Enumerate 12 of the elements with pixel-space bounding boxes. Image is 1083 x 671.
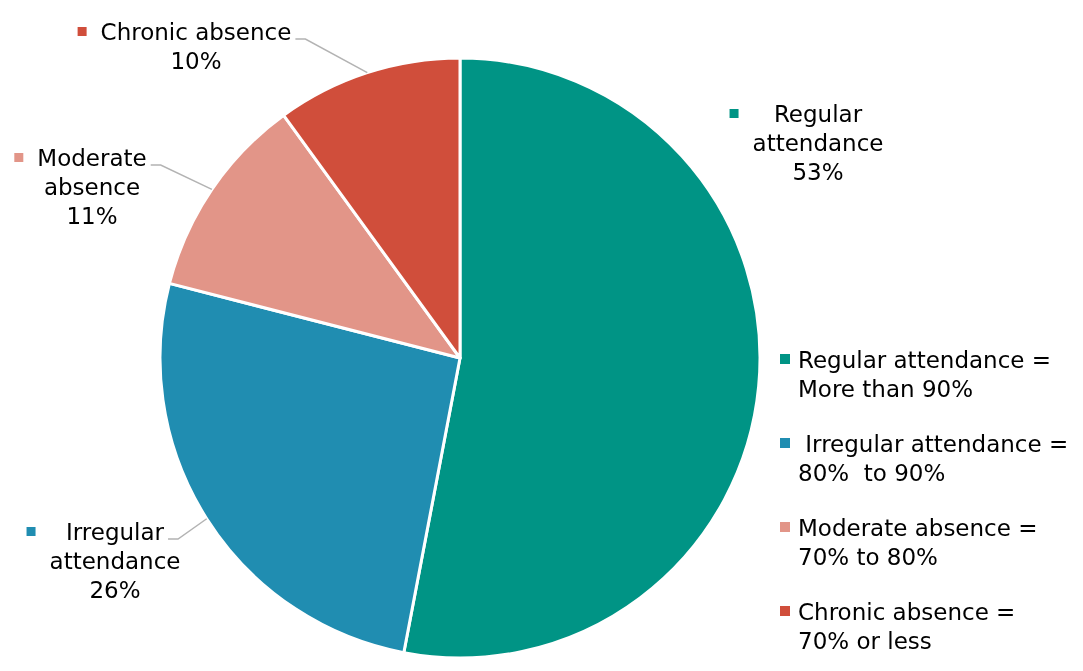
data-label: 11%	[66, 203, 118, 229]
legend-label: Chronic absence	[100, 19, 292, 45]
legend-label: Regular attendance	[752, 101, 884, 156]
text: Regular attendance = More than 90%	[798, 347, 1052, 402]
legend-label: Irregular attendance	[49, 519, 181, 574]
data-label: 26%	[89, 577, 141, 603]
data-label: 10%	[170, 48, 222, 74]
data-label: 53%	[792, 159, 844, 185]
legend-label: Moderate absence	[37, 145, 147, 200]
text: Chronic absence = 70% or less	[798, 599, 1016, 654]
text: Irregular attendance = 80% to 90%	[798, 431, 1069, 486]
text: Moderate absence = 70% to 80%	[798, 515, 1038, 570]
